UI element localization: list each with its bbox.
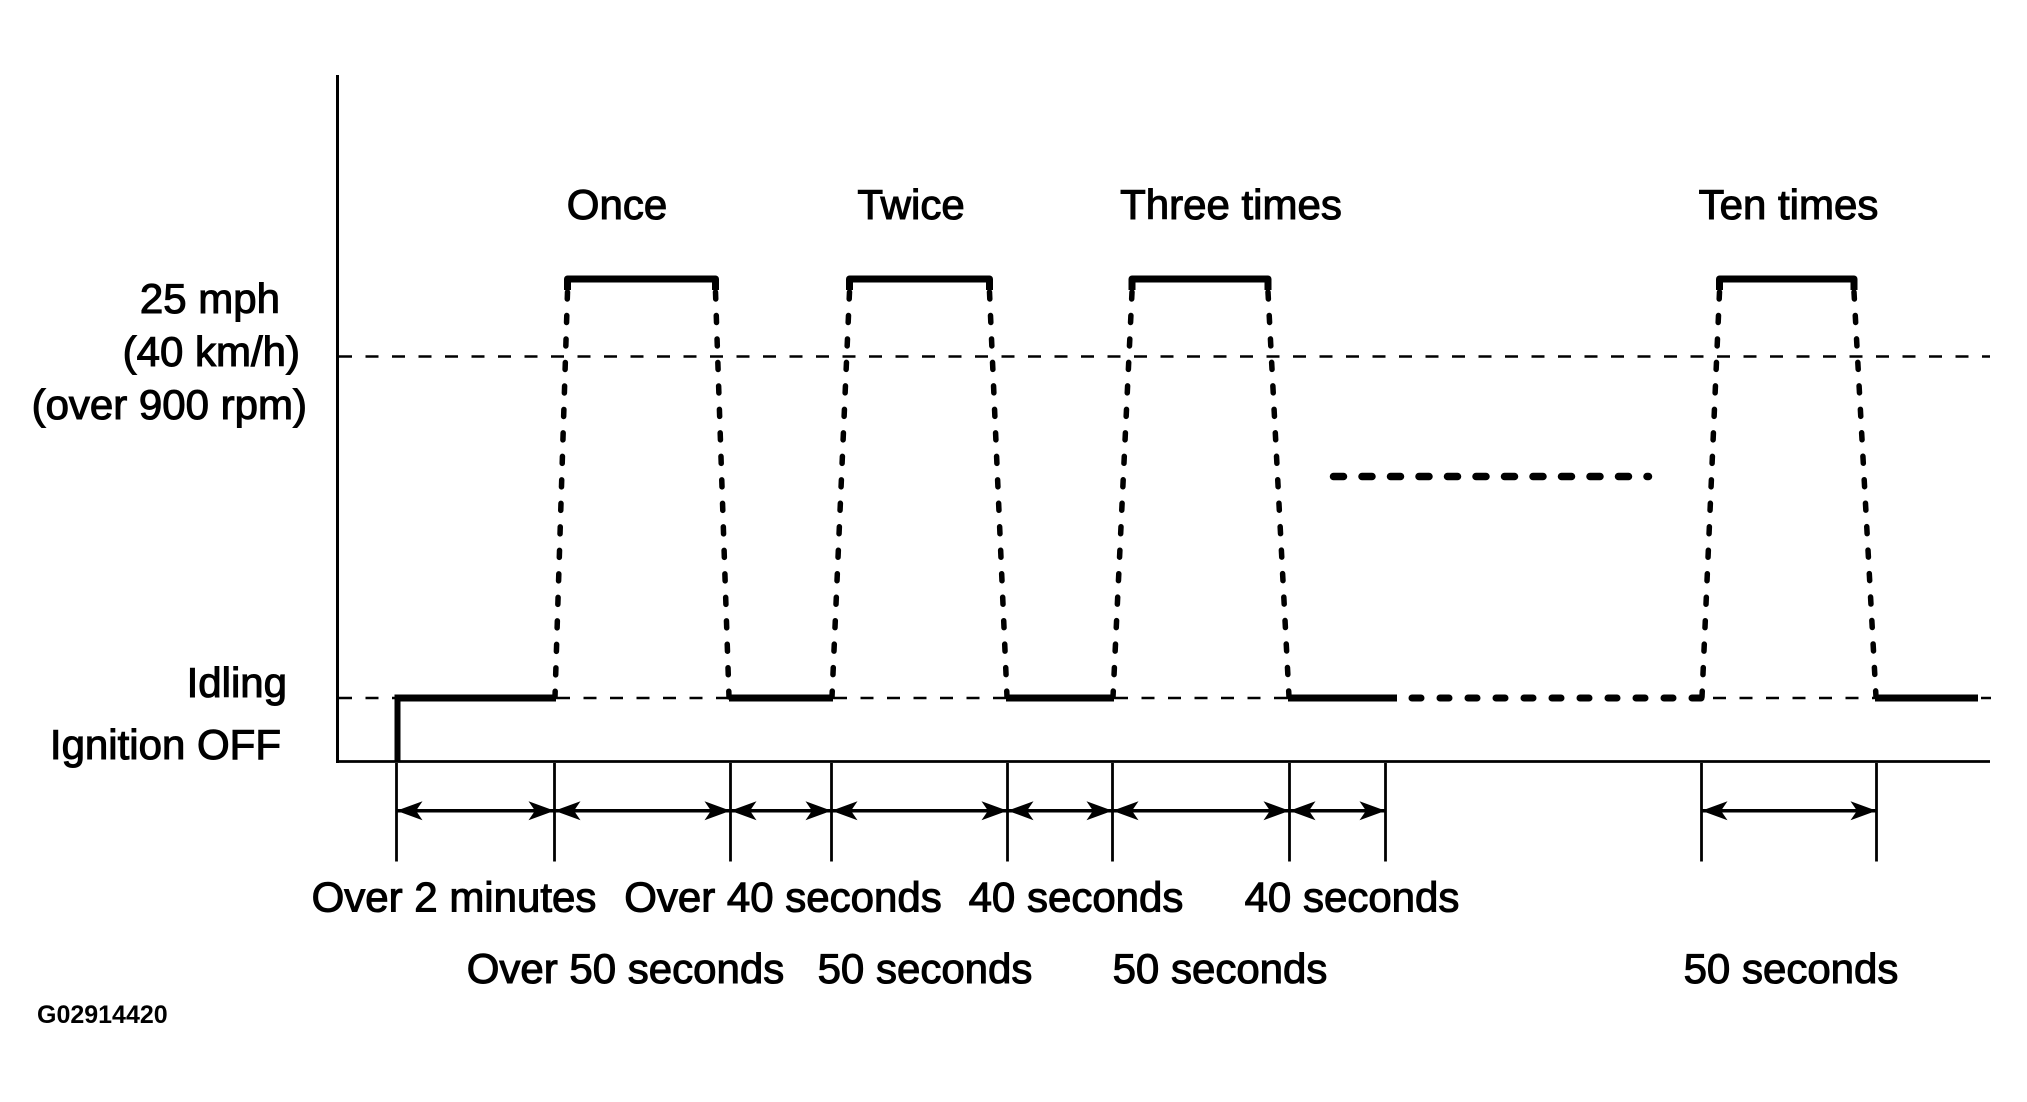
svg-text:40 seconds: 40 seconds: [969, 874, 1184, 921]
svg-text:Ten times: Ten times: [1699, 181, 1879, 228]
svg-text:Three times: Three times: [1120, 181, 1342, 228]
svg-text:25 mph: 25 mph: [140, 275, 280, 322]
svg-text:Ignition OFF: Ignition OFF: [50, 721, 281, 768]
svg-text:50 seconds: 50 seconds: [1113, 945, 1328, 992]
svg-text:Twice: Twice: [857, 181, 964, 228]
svg-text:Over 40 seconds: Over 40 seconds: [624, 874, 942, 921]
svg-text:G02914420: G02914420: [37, 1001, 168, 1029]
svg-text:Idling: Idling: [187, 659, 287, 706]
svg-text:Over 50 seconds: Over 50 seconds: [467, 945, 785, 992]
svg-text:40 seconds: 40 seconds: [1245, 874, 1460, 921]
svg-text:50 seconds: 50 seconds: [818, 945, 1033, 992]
svg-text:50 seconds: 50 seconds: [1684, 945, 1899, 992]
svg-text:Once: Once: [567, 181, 667, 228]
svg-text:(over 900 rpm): (over 900 rpm): [32, 381, 307, 428]
svg-text:(40 km/h): (40 km/h): [123, 328, 300, 375]
svg-text:Over 2 minutes: Over 2 minutes: [312, 874, 597, 921]
